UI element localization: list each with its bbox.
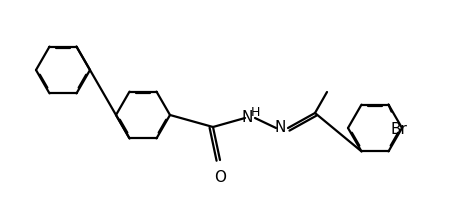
- Text: Br: Br: [390, 122, 407, 137]
- Text: N: N: [274, 120, 286, 135]
- Text: O: O: [214, 170, 226, 185]
- Text: N: N: [241, 110, 253, 126]
- Text: H: H: [250, 106, 260, 119]
